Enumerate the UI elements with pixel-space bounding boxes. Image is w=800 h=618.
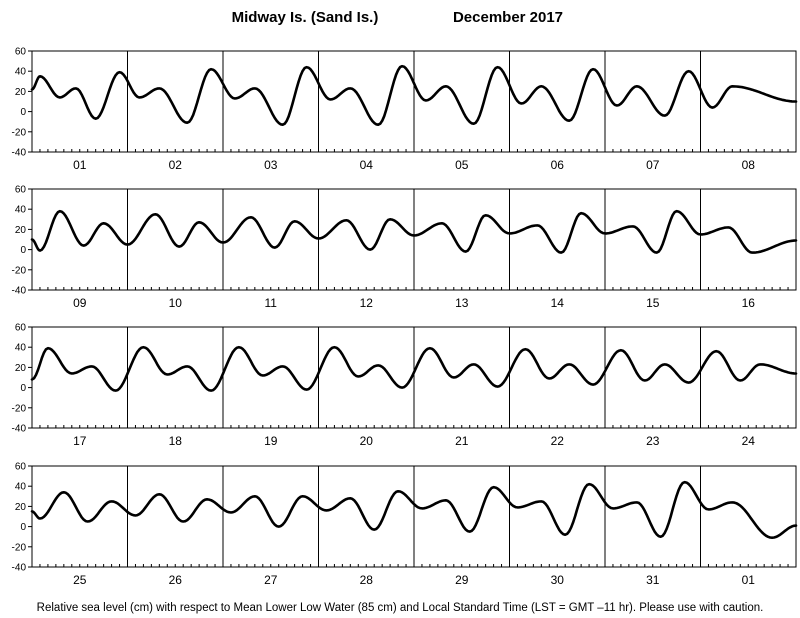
period-title: December 2017: [453, 9, 563, 26]
day-label: 01: [742, 573, 756, 587]
day-label: 01: [73, 158, 87, 172]
y-tick-label: -20: [12, 542, 27, 553]
y-tick-label: 20: [15, 502, 27, 513]
y-tick-label: 20: [15, 363, 27, 374]
y-tick-label: 20: [15, 225, 27, 236]
tide-panel: -40 -20 0 20 40 60 09 10 11 12 13 14 15 16: [12, 185, 798, 310]
day-label: 06: [551, 158, 565, 172]
y-tick-label: 20: [15, 87, 27, 98]
y-tick-label: 40: [15, 205, 27, 216]
y-tick-label: -40: [12, 286, 27, 297]
day-label: 13: [455, 296, 469, 310]
day-label: 25: [73, 573, 87, 587]
day-label: 23: [646, 434, 660, 448]
panels-group: -40 -20 0 20 40 60 01 02 03 04 05 06 07 08 -40 -20 0 20 40…: [12, 47, 798, 587]
day-label: 31: [646, 573, 660, 587]
day-label: 20: [360, 434, 374, 448]
y-tick-label: 0: [20, 107, 26, 118]
station-title: Midway Is. (Sand Is.): [232, 9, 379, 26]
y-tick-label: 60: [15, 47, 27, 58]
y-tick-label: 60: [15, 185, 27, 196]
day-label: 29: [455, 573, 469, 587]
y-tick-label: -40: [12, 563, 27, 574]
tide-panel: -40 -20 0 20 40 60 17 18 19 20 21 22 23 24: [12, 323, 798, 448]
day-label: 16: [742, 296, 756, 310]
day-label: 19: [264, 434, 278, 448]
caption-text: Relative sea level (cm) with respect to …: [37, 602, 764, 614]
day-label: 24: [742, 434, 756, 448]
y-tick-label: 60: [15, 462, 27, 473]
tide-panel: -40 -20 0 20 40 60 01 02 03 04 05 06 07 08: [12, 47, 798, 172]
day-label: 21: [455, 434, 469, 448]
day-label: 28: [360, 573, 374, 587]
day-label: 05: [455, 158, 469, 172]
day-label: 26: [169, 573, 183, 587]
tide-panel: -40 -20 0 20 40 60 25 26 27 28 29 30 31 01: [12, 462, 798, 587]
day-label: 09: [73, 296, 87, 310]
day-label: 07: [646, 158, 660, 172]
day-label: 14: [551, 296, 565, 310]
y-tick-label: 0: [20, 522, 26, 533]
day-label: 10: [169, 296, 183, 310]
day-label: 03: [264, 158, 278, 172]
y-tick-label: 40: [15, 343, 27, 354]
y-tick-label: 0: [20, 383, 26, 394]
day-label: 22: [551, 434, 565, 448]
y-tick-label: -20: [12, 403, 27, 414]
tide-line: [30, 64, 798, 126]
day-label: 18: [169, 434, 183, 448]
day-label: 12: [360, 296, 374, 310]
day-label: 02: [169, 158, 183, 172]
y-tick-label: -20: [12, 127, 27, 138]
tide-line: [30, 345, 798, 392]
y-tick-label: -40: [12, 148, 27, 159]
day-label: 15: [646, 296, 660, 310]
day-label: 17: [73, 434, 87, 448]
tide-line: [30, 480, 798, 540]
y-tick-label: 40: [15, 67, 27, 78]
y-tick-label: -40: [12, 424, 27, 435]
y-tick-label: 0: [20, 245, 26, 256]
day-label: 08: [742, 158, 756, 172]
day-label: 11: [265, 296, 278, 310]
tide-line: [30, 209, 798, 254]
day-label: 04: [360, 158, 374, 172]
y-tick-label: 60: [15, 323, 27, 334]
day-label: 30: [551, 573, 565, 587]
day-label: 27: [264, 573, 278, 587]
y-tick-label: -20: [12, 265, 27, 276]
y-tick-label: 40: [15, 482, 27, 493]
